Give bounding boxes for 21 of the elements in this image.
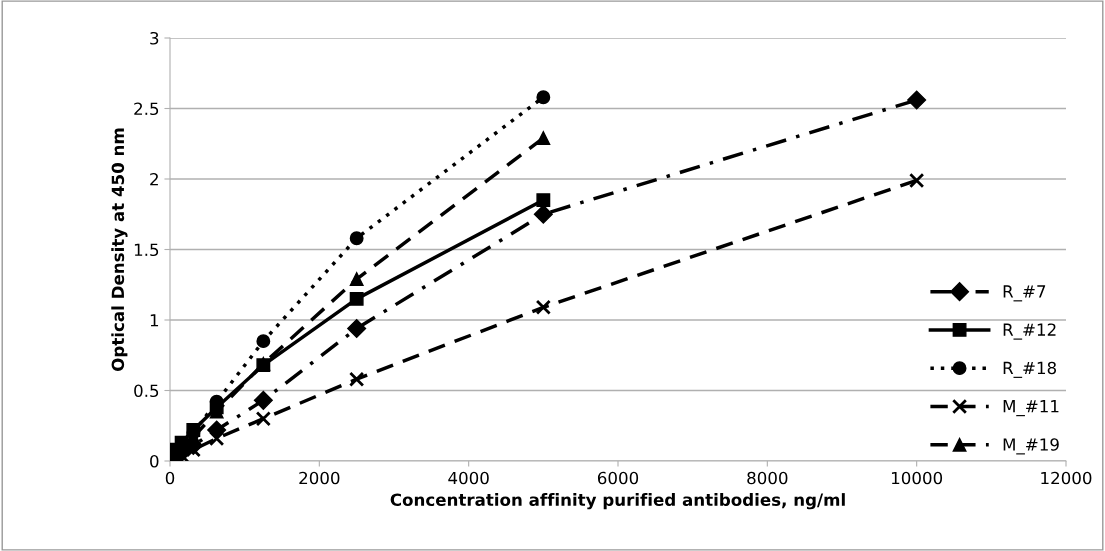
legend-label: M_#19 xyxy=(1003,438,1059,455)
y-tick-label: 3 xyxy=(150,31,159,45)
y-tick-label: 2 xyxy=(150,172,158,186)
x-tick-label: 0 xyxy=(165,471,175,485)
legend-label: R_#12 xyxy=(1003,323,1056,340)
y-axis-title: Optical Density at 450 nm xyxy=(111,128,128,371)
legend-label: M_#11 xyxy=(1003,400,1059,417)
x-tick-label: 8000 xyxy=(747,471,788,485)
legend-label: R_#18 xyxy=(1003,361,1057,378)
y-tick-label: 0.5 xyxy=(134,384,159,398)
x-tick-label: 10000 xyxy=(891,471,943,485)
y-tick-label: 1 xyxy=(150,314,159,327)
y-tick-label: 0 xyxy=(150,454,159,468)
x-axis-title: Concentration affinity purified antibodies, ng/ml xyxy=(390,493,845,510)
x-tick-label: 2000 xyxy=(299,471,340,485)
y-tick-label: 2.5 xyxy=(134,102,159,116)
x-tick-label: 4000 xyxy=(448,471,489,485)
legend-label: R_#7 xyxy=(1003,285,1046,302)
y-tick-label: 1.5 xyxy=(134,243,159,257)
x-tick-label: 12000 xyxy=(1041,471,1092,485)
x-tick-label: 6000 xyxy=(597,471,639,485)
